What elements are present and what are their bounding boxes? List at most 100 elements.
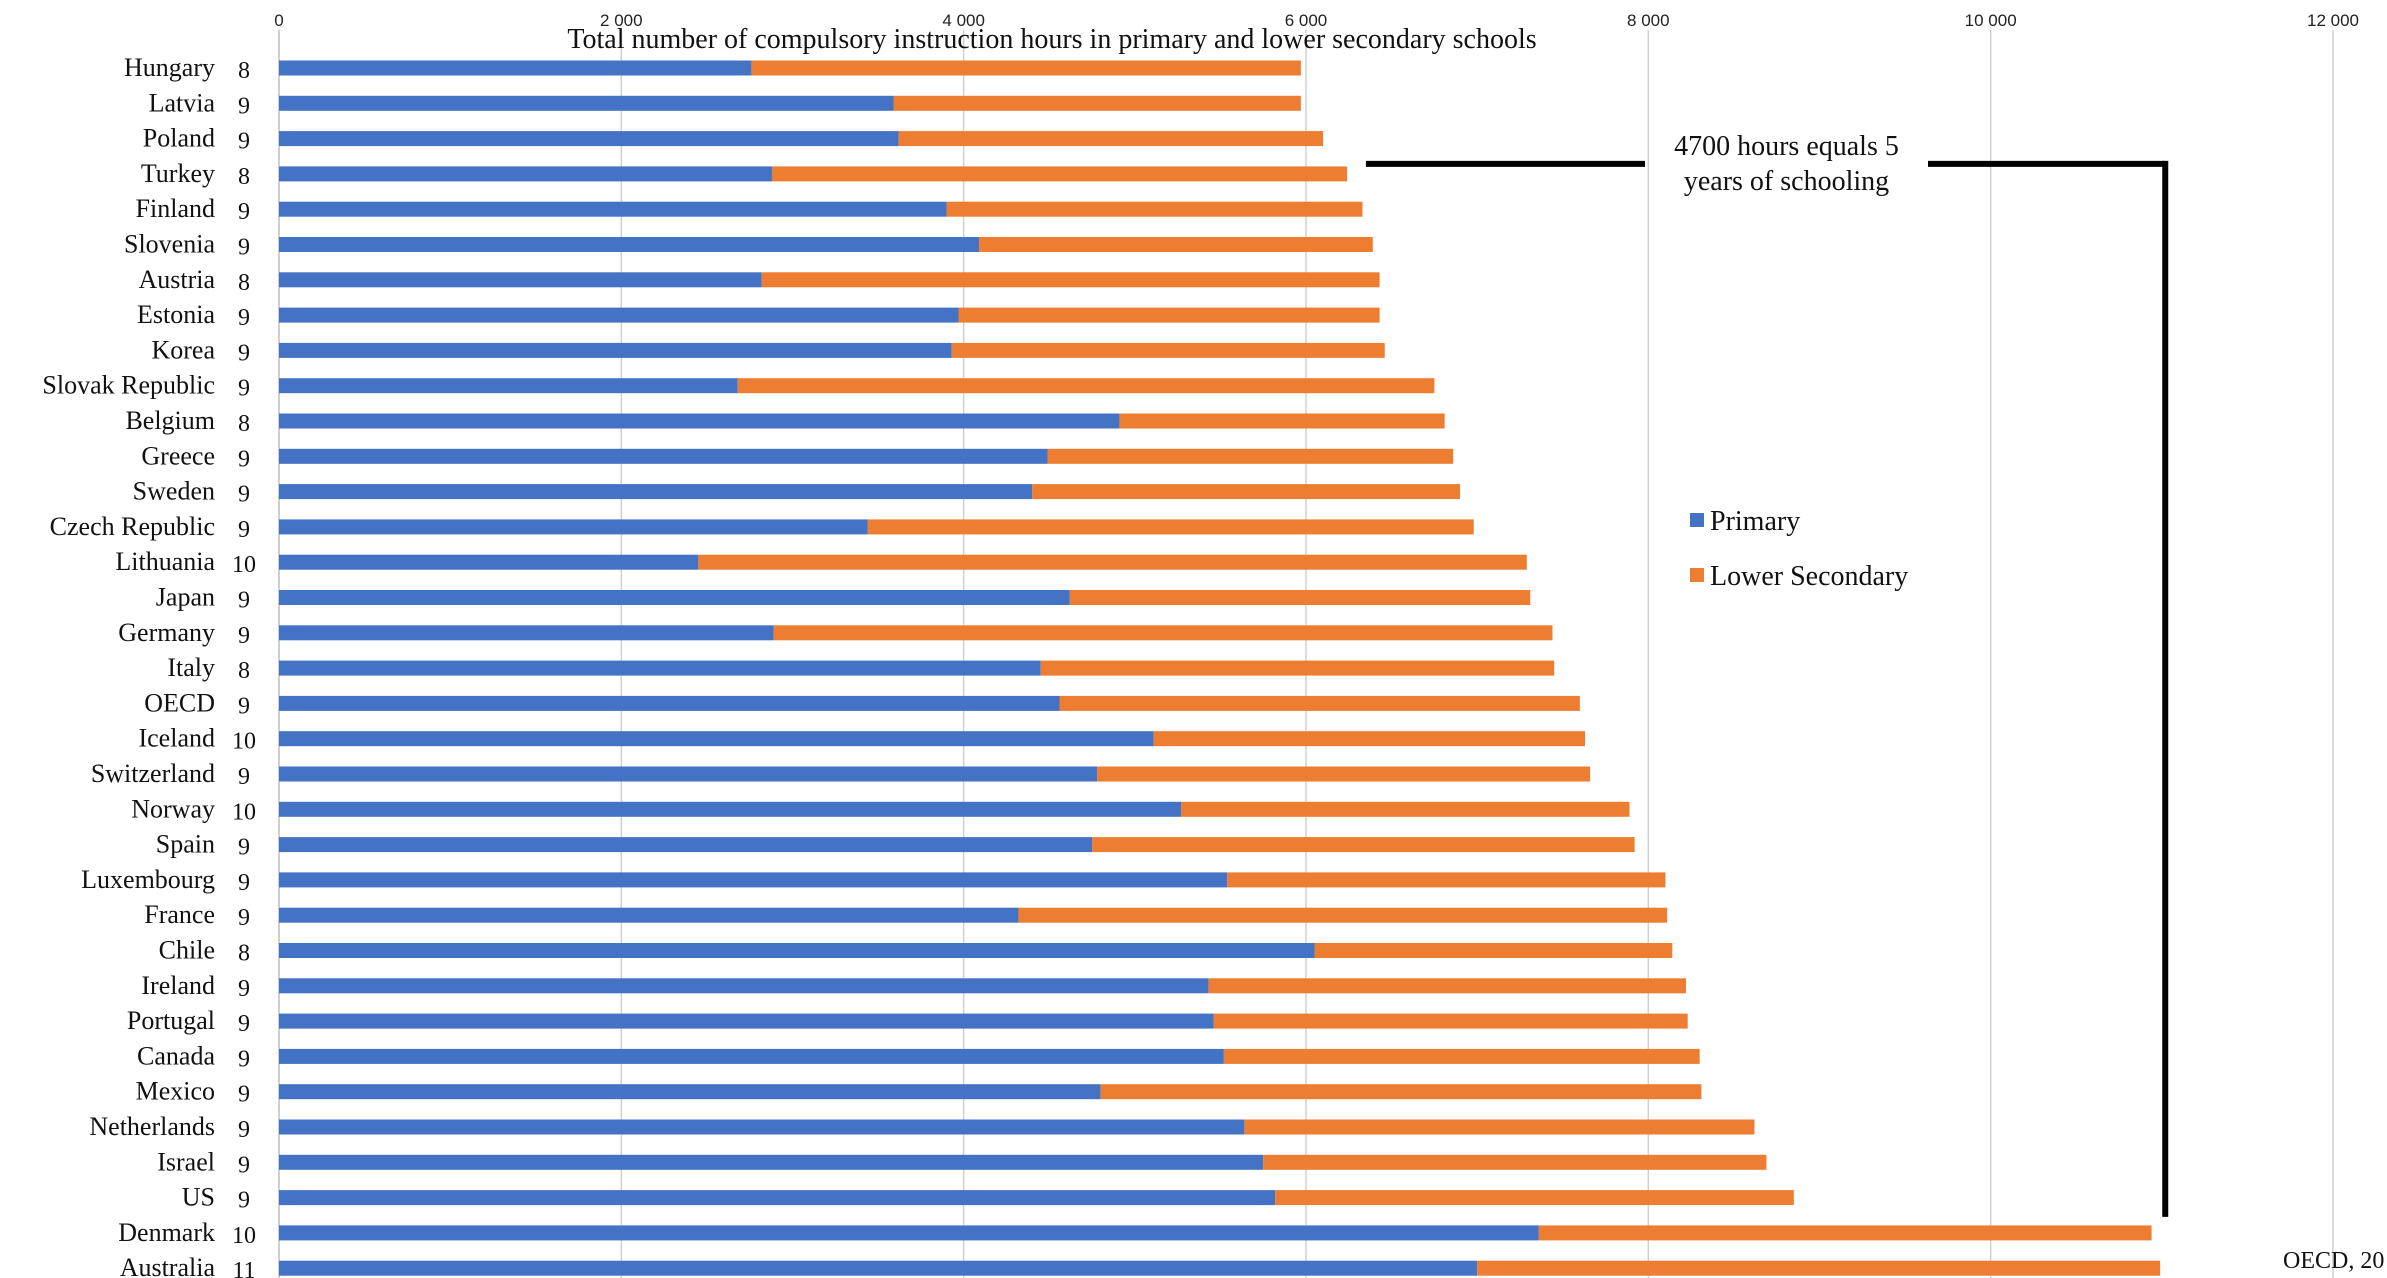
- category-label: Greece: [141, 441, 215, 470]
- bar-lower-secondary: [1227, 872, 1666, 888]
- bar-lower-secondary: [1213, 1013, 1688, 1029]
- years-label: 8: [238, 164, 250, 190]
- bar-lower-secondary: [867, 519, 1474, 535]
- bar-lower-secondary: [1477, 1260, 2161, 1276]
- category-label: Poland: [143, 124, 215, 153]
- years-label: 9: [238, 1188, 250, 1214]
- bar-primary: [279, 342, 952, 358]
- bar-lower-secondary: [958, 307, 1380, 323]
- bar-lower-secondary: [1153, 731, 1586, 747]
- category-label: Switzerland: [91, 759, 215, 788]
- category-label: Norway: [131, 794, 215, 823]
- years-label: 8: [238, 658, 250, 684]
- years-label: 9: [238, 623, 250, 649]
- category-label: Slovenia: [124, 230, 215, 259]
- bar-primary: [279, 590, 1070, 605]
- bar-lower-secondary: [1181, 801, 1630, 817]
- years-label: 8: [238, 411, 250, 437]
- years-label: 9: [238, 305, 250, 331]
- annotation-bracket: 4700 hours equals 5 years of schooling: [1365, 131, 2169, 1217]
- bar-primary: [279, 766, 1098, 782]
- bar-primary: [279, 519, 868, 535]
- bar-primary: [279, 131, 899, 147]
- bar-lower-secondary: [1032, 484, 1461, 500]
- legend-label: Lower Secondary: [1710, 561, 1908, 592]
- bar-lower-secondary: [1069, 590, 1531, 605]
- years-label: 9: [238, 93, 250, 119]
- bar-lower-secondary: [893, 95, 1301, 111]
- years-label: 9: [238, 376, 250, 402]
- bar-lower-secondary: [1244, 1119, 1755, 1135]
- x-tick-label: 12 000: [2307, 11, 2359, 30]
- bar-lower-secondary: [1538, 1225, 2152, 1241]
- bar-lower-secondary: [1018, 907, 1668, 923]
- bars: [279, 60, 2161, 1276]
- x-tick-label: 0: [274, 11, 283, 30]
- category-labels: Hungary 8 Latvia 9 Poland 9 Turkey 8 Finland 9 Slo…: [42, 53, 256, 1278]
- years-label: 9: [238, 1117, 250, 1143]
- bar-primary: [279, 660, 1041, 676]
- x-tick-label: 4 000: [942, 11, 985, 30]
- category-label: Spain: [156, 830, 215, 859]
- bar-lower-secondary: [1092, 837, 1635, 853]
- years-label: 9: [238, 693, 250, 719]
- category-label: Chile: [159, 936, 215, 965]
- years-label: 9: [238, 976, 250, 1002]
- category-label: Czech Republic: [50, 512, 215, 541]
- bar-primary: [279, 1190, 1276, 1206]
- category-label: Japan: [156, 583, 215, 612]
- bar-lower-secondary: [1314, 943, 1673, 958]
- category-label: Germany: [118, 618, 215, 647]
- category-label: Canada: [137, 1041, 215, 1070]
- bar-lower-secondary: [1119, 413, 1445, 429]
- years-label: 9: [238, 588, 250, 614]
- bar-primary: [279, 166, 772, 182]
- years-label: 9: [238, 1046, 250, 1072]
- bar-lower-secondary: [1208, 978, 1686, 994]
- bar-primary: [279, 484, 1033, 500]
- years-label: 9: [238, 446, 250, 472]
- bar-primary: [279, 413, 1120, 429]
- bar-primary: [279, 237, 980, 252]
- category-label: Lithuania: [115, 547, 215, 576]
- bar-lower-secondary: [946, 201, 1363, 217]
- bar-lower-secondary: [761, 272, 1380, 288]
- years-label: 8: [238, 270, 250, 296]
- bar-primary: [279, 731, 1154, 747]
- category-label: Latvia: [149, 88, 216, 117]
- bar-primary: [279, 1154, 1264, 1170]
- bar-lower-secondary: [1047, 448, 1454, 464]
- bar-lower-secondary: [1223, 1048, 1700, 1064]
- years-label: 8: [238, 58, 250, 84]
- x-tick-label: 2 000: [600, 11, 643, 30]
- bar-lower-secondary: [1100, 1084, 1702, 1100]
- bar-primary: [279, 378, 738, 394]
- category-label: Finland: [136, 194, 215, 223]
- category-label: Luxembourg: [81, 865, 215, 894]
- x-tick-label: 6 000: [1285, 11, 1328, 30]
- category-label: Hungary: [124, 53, 215, 82]
- years-label: 10: [232, 552, 256, 578]
- category-label: Israel: [157, 1147, 215, 1176]
- years-label: 8: [238, 941, 250, 967]
- bar-lower-secondary: [771, 166, 1348, 182]
- years-label: 11: [232, 1258, 255, 1278]
- bar-lower-secondary: [1097, 766, 1591, 782]
- bar-primary: [279, 1048, 1224, 1064]
- bar-primary: [279, 1013, 1214, 1029]
- years-label: 9: [238, 199, 250, 225]
- legend: Primary Lower Secondary: [1690, 506, 1908, 592]
- bar-lower-secondary: [951, 342, 1385, 358]
- bar-primary: [279, 1225, 1539, 1241]
- years-label: 9: [238, 1011, 250, 1037]
- bar-primary: [279, 625, 774, 641]
- category-label: Iceland: [138, 724, 215, 753]
- category-label: OECD: [144, 688, 215, 717]
- bar-lower-secondary: [1059, 695, 1580, 711]
- x-tick-label: 10 000: [1965, 11, 2017, 30]
- bar-lower-secondary: [979, 237, 1373, 252]
- bar-primary: [279, 201, 947, 217]
- category-label: Slovak Republic: [42, 371, 215, 400]
- bar-primary: [279, 95, 894, 111]
